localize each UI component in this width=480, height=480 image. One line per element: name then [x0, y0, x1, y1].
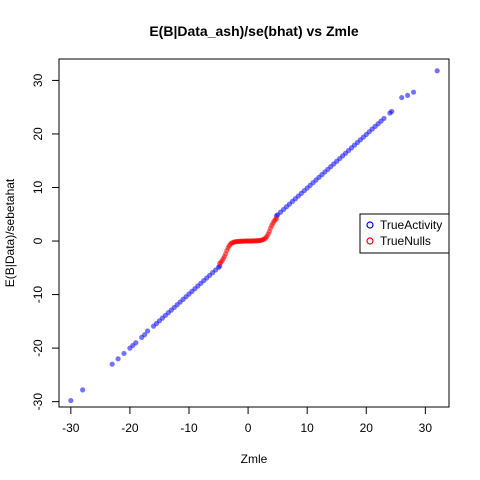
point-trueactivity	[410, 89, 417, 95]
point-trueactivity	[68, 397, 74, 404]
y-tick-label: 10	[31, 180, 45, 194]
point-trueactivity	[142, 332, 148, 338]
point-truenulls	[273, 215, 280, 222]
point-trueactivity	[405, 92, 411, 99]
legend-label-trueactivity: TrueActivity	[380, 218, 442, 232]
point-trueactivity	[133, 340, 139, 346]
point-trueactivity	[434, 68, 440, 74]
y-tick-label: -10	[31, 286, 45, 304]
x-tick-label: 10	[301, 421, 315, 435]
x-axis-label: Zmle	[241, 452, 268, 466]
y-axis-label: E(B|Data)/sebetahat	[3, 178, 17, 287]
point-trueactivity	[399, 94, 405, 101]
x-axis-ticks: -30 -20 -10 0 10 20 30	[62, 407, 432, 435]
chart-title: E(B|Data_ash)/se(bhat) vs Zmle	[149, 23, 359, 39]
point-trueactivity	[389, 108, 395, 115]
x-tick-label: -30	[62, 421, 80, 435]
legend-marker-truenulls	[366, 237, 374, 245]
y-axis-ticks: -30 -20 -10 0 10 20 30	[31, 73, 59, 410]
x-tick-label: 20	[360, 421, 374, 435]
point-trueactivity	[80, 387, 86, 393]
legend-marker-trueactivity	[366, 221, 374, 229]
legend-label-truenulls: TrueNulls	[380, 234, 431, 248]
point-trueactivity	[115, 356, 121, 362]
y-tick-label: 20	[31, 127, 45, 141]
legend: TrueActivity TrueNulls	[359, 213, 450, 254]
y-tick-label: -30	[31, 393, 45, 411]
point-trueactivity	[145, 328, 151, 334]
point-trueactivity	[121, 350, 127, 357]
point-trueactivity	[109, 361, 115, 367]
x-tick-label: 30	[419, 421, 433, 435]
y-tick-label: 0	[31, 237, 45, 244]
legend-box	[359, 213, 450, 254]
y-tick-label: -20	[31, 339, 45, 357]
x-tick-label: 0	[245, 421, 252, 435]
data-points	[68, 68, 440, 404]
y-tick-label: 30	[31, 73, 45, 87]
x-tick-label: -10	[180, 421, 198, 435]
x-tick-label: -20	[121, 421, 139, 435]
point-trueactivity	[381, 115, 387, 122]
